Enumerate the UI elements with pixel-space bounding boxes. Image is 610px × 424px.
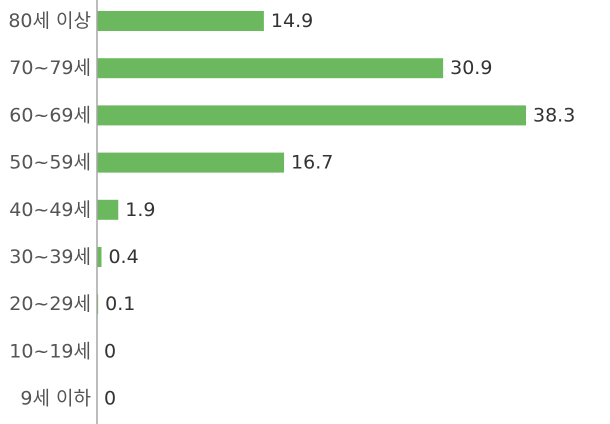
value-label: 0 — [104, 388, 116, 410]
category-labels-group: 80세 이상 70~79세 60~69세 50~59세 40~49세 30~39세 20~2… — [8, 10, 91, 410]
category-label: 70~79세 — [9, 57, 91, 79]
value-label: 0 — [104, 340, 116, 362]
bar-3 — [97, 152, 285, 173]
value-label: 0.4 — [108, 246, 138, 268]
value-label: 1.9 — [125, 199, 155, 221]
value-label: 14.9 — [271, 10, 313, 32]
category-label: 50~59세 — [9, 152, 91, 174]
value-labels-group: 14.9 30.9 38.3 16.7 1.9 0.4 0.1 0 0 — [104, 10, 575, 410]
category-label: 9세 이하 — [20, 388, 91, 410]
category-label: 80세 이상 — [8, 10, 91, 32]
bar-0 — [97, 11, 264, 31]
bar-1 — [97, 58, 444, 79]
category-label: 60~69세 — [9, 104, 91, 126]
bars-group — [97, 11, 526, 315]
category-label: 30~39세 — [9, 246, 91, 268]
category-label: 20~29세 — [9, 293, 91, 315]
bar-5 — [97, 247, 102, 267]
value-label: 30.9 — [450, 57, 492, 79]
value-label: 16.7 — [291, 152, 333, 174]
value-label: 38.3 — [533, 104, 575, 126]
value-label: 0.1 — [105, 293, 135, 315]
bar-4 — [97, 199, 119, 220]
category-label: 40~49세 — [9, 199, 91, 221]
category-label: 10~19세 — [9, 340, 91, 362]
bar-2 — [97, 105, 526, 126]
